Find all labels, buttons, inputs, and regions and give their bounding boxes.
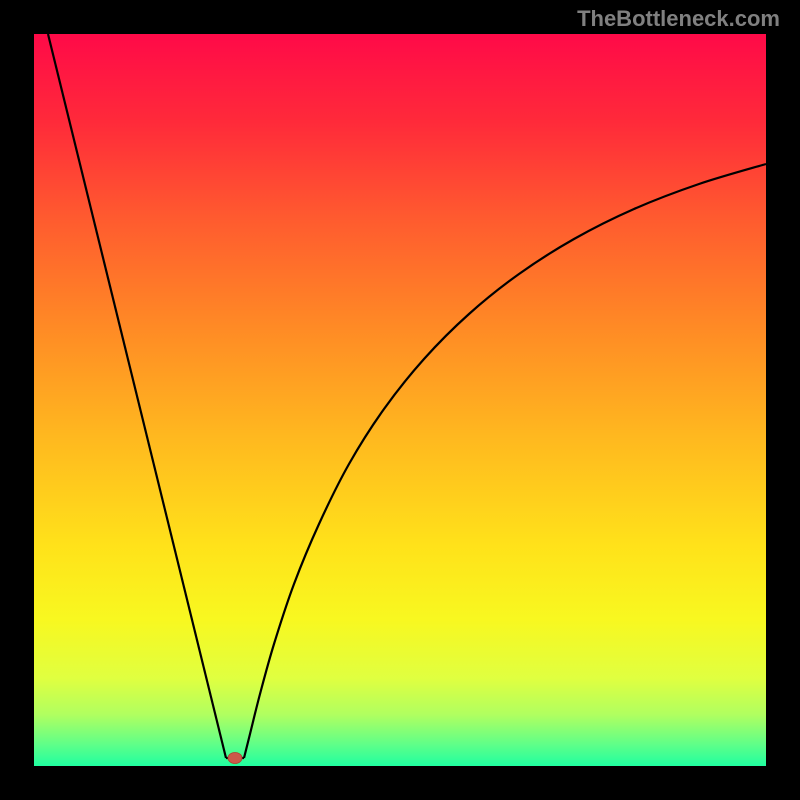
minimum-marker <box>228 753 242 764</box>
chart-container: TheBottleneck.com <box>0 0 800 800</box>
gradient-background <box>34 34 766 766</box>
plot-svg <box>34 34 766 766</box>
watermark-text: TheBottleneck.com <box>577 6 780 32</box>
plot-area <box>34 34 766 766</box>
